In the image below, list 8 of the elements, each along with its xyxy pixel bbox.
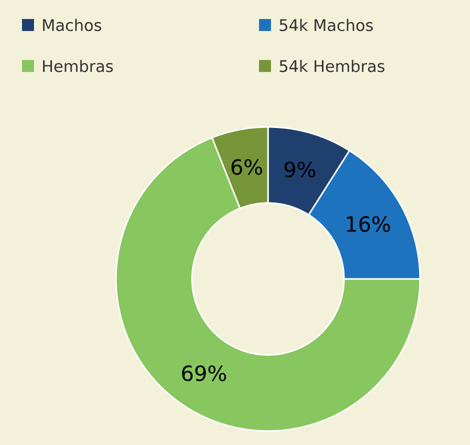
legend-label: Hembras <box>43 60 113 72</box>
data-label: 6% <box>232 159 262 175</box>
legend-label: Machos <box>43 18 102 32</box>
legend-label: 54k Machos <box>280 18 373 32</box>
legend-label: 54k Hembras <box>280 60 384 72</box>
data-label: 16% <box>346 216 390 232</box>
data-label: 69% <box>182 365 226 382</box>
data-label: 9% <box>284 162 316 178</box>
